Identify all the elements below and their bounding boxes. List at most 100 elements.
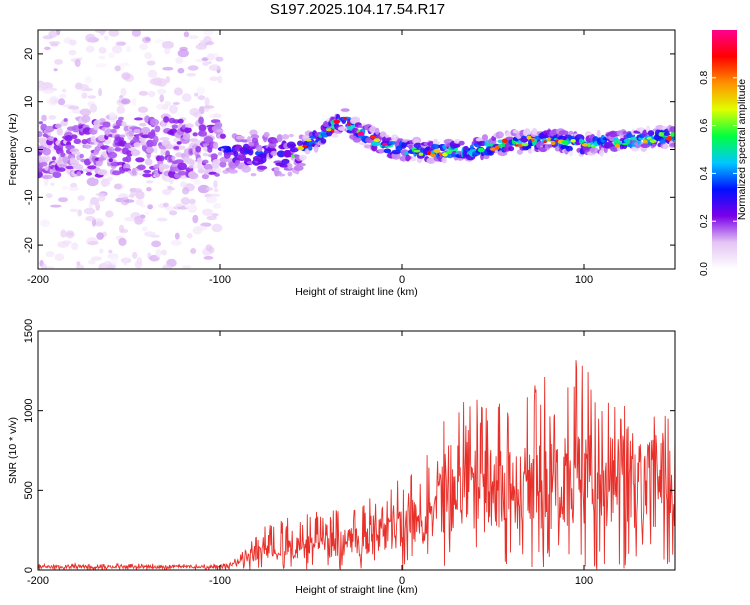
ridge-blob <box>197 168 205 174</box>
noise-blob <box>48 115 57 120</box>
noise-blob <box>193 178 202 185</box>
noise-blob <box>68 186 80 191</box>
ridge-blob <box>107 151 118 159</box>
ridge-blob <box>201 173 209 180</box>
ridge-peak <box>333 119 341 124</box>
noise-blob <box>50 43 59 47</box>
ridge-blob <box>184 127 192 134</box>
ridge-blob <box>142 173 153 178</box>
ridge-blob <box>288 133 294 138</box>
noise-blob <box>144 231 156 237</box>
ridge-blob <box>498 131 504 137</box>
ridge-blob <box>119 134 126 138</box>
ridge-blob <box>272 138 279 144</box>
noise-blob <box>61 88 67 93</box>
ridge-blob <box>196 157 203 165</box>
noise-blob <box>194 92 199 97</box>
ridge-blob <box>38 170 43 179</box>
ridge-blob <box>149 118 160 126</box>
noise-blob <box>40 219 51 228</box>
ridge-blob <box>190 159 195 166</box>
noise-blob <box>213 180 218 189</box>
ridge-blob <box>143 169 152 174</box>
ridge-blob <box>477 140 487 147</box>
noise-blob <box>57 241 70 248</box>
ridge-blob <box>289 143 297 148</box>
ridge-blob <box>293 165 304 171</box>
snr-series-line <box>38 360 675 570</box>
ridge-peak <box>373 138 381 143</box>
top-y-tick-label: -10 <box>23 189 35 205</box>
ridge-blob <box>202 159 209 164</box>
noise-blob <box>77 195 85 201</box>
noise-blob <box>156 88 167 95</box>
noise-blob <box>98 88 103 97</box>
ridge-blob <box>60 152 66 158</box>
noise-blob <box>180 181 187 188</box>
noise-blob <box>77 209 82 217</box>
noise-blob <box>195 43 207 50</box>
noise-blob <box>180 197 190 205</box>
colorbar-label: Normalized spectral amplitude <box>736 79 748 220</box>
noise-blob <box>146 187 152 192</box>
ridge-blob <box>241 165 251 173</box>
ridge-blob <box>65 165 75 170</box>
noise-blob <box>202 208 213 216</box>
noise-blob <box>69 39 77 46</box>
noise-blob <box>208 64 221 71</box>
noise-blob <box>101 179 108 188</box>
ridge-blob <box>217 151 223 156</box>
ridge-blob <box>279 163 289 168</box>
noise-blob <box>174 232 180 240</box>
noise-blob <box>206 215 217 221</box>
noise-blob <box>144 211 150 216</box>
noise-blob <box>161 41 174 49</box>
ridge-peak <box>369 135 376 139</box>
ridge-blob <box>413 142 423 149</box>
ridge-blob <box>289 147 299 153</box>
ridge-peak <box>531 138 535 142</box>
ridge-blob <box>56 167 66 172</box>
noise-blob <box>45 251 55 258</box>
noise-blob <box>175 56 184 64</box>
bottom-y-tick-label: 1500 <box>23 319 35 343</box>
ridge-blob <box>42 142 49 148</box>
noise-blob <box>95 30 107 33</box>
ridge-blob <box>176 141 182 145</box>
ridge-blob <box>141 126 151 135</box>
ridge-peak <box>325 128 332 132</box>
noise-blob <box>43 177 49 186</box>
noise-blob <box>41 174 54 180</box>
top-x-tick-label: -100 <box>209 274 231 286</box>
noise-blob <box>99 248 104 254</box>
ridge-blob <box>247 148 254 156</box>
ridge-peak <box>433 148 441 153</box>
ridge-blob <box>162 164 170 170</box>
ridge-blob <box>118 116 124 121</box>
ridge-peak <box>670 132 675 137</box>
ridge-blob <box>134 117 143 121</box>
noise-blob <box>135 190 145 200</box>
ridge-peak <box>658 132 664 137</box>
ridge-peak <box>590 145 596 148</box>
ridge-blob <box>287 171 293 177</box>
noise-blob <box>149 78 160 85</box>
ridge-blob <box>159 155 165 162</box>
ridge-blob <box>558 130 569 136</box>
ridge-blob <box>159 137 170 141</box>
ridge-peak <box>445 150 453 155</box>
noise-blob <box>156 78 167 87</box>
noise-blob <box>217 75 223 84</box>
noise-blob <box>188 198 196 205</box>
ridge-peak <box>521 142 529 147</box>
noise-blob <box>81 92 88 99</box>
noise-blob <box>134 215 144 225</box>
ridge-peak <box>490 147 496 151</box>
noise-blob <box>196 86 205 95</box>
bottom-x-tick-label: -100 <box>209 575 231 587</box>
colorbar <box>712 30 737 269</box>
ridge-blob <box>431 143 440 150</box>
ridge-blob <box>250 173 257 177</box>
noise-blob <box>68 105 80 110</box>
ridge-blob <box>297 162 306 167</box>
